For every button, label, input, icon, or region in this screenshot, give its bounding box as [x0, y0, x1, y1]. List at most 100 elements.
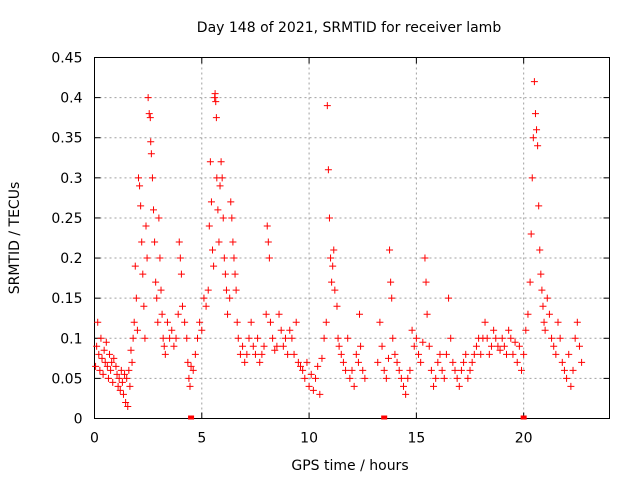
data-point — [573, 318, 581, 326]
data-point — [122, 398, 130, 406]
data-point — [231, 270, 239, 278]
data-point — [380, 366, 388, 374]
data-point — [400, 382, 407, 390]
data-point — [323, 102, 331, 110]
data-point — [155, 214, 163, 222]
data-point — [402, 390, 410, 398]
data-point — [166, 334, 174, 342]
data-point — [219, 214, 227, 222]
data-point — [176, 254, 184, 262]
data-point — [202, 302, 210, 310]
data-point — [95, 350, 103, 358]
data-point — [159, 334, 167, 342]
data-point — [130, 318, 138, 326]
data-point — [102, 338, 110, 346]
data-point — [132, 294, 140, 302]
data-point — [115, 374, 123, 382]
data-point — [147, 150, 155, 158]
data-point — [453, 374, 461, 382]
data-point — [228, 214, 236, 222]
data-point — [205, 222, 213, 230]
data-point — [509, 350, 517, 358]
data-point — [477, 350, 485, 358]
data-point — [117, 366, 125, 374]
x-axis-label: GPS time / hours — [291, 458, 408, 474]
y-tick-label: 0.2 — [60, 251, 82, 267]
data-point — [393, 358, 401, 366]
data-point — [286, 326, 294, 334]
data-point — [515, 342, 523, 350]
data-point — [101, 358, 109, 366]
data-point — [277, 326, 285, 334]
axis-gap-marker — [520, 415, 527, 420]
data-point — [100, 346, 108, 354]
data-point — [550, 342, 558, 350]
x-tick-label: 15 — [407, 431, 425, 447]
data-point — [442, 350, 450, 358]
data-point — [93, 342, 101, 350]
data-point — [210, 262, 218, 270]
data-point — [565, 350, 573, 358]
data-point — [215, 238, 223, 246]
data-point — [245, 334, 253, 342]
data-point — [440, 374, 448, 382]
data-point — [537, 270, 545, 278]
data-point — [139, 270, 147, 278]
data-point — [464, 374, 472, 382]
data-point — [339, 358, 347, 366]
data-point — [204, 286, 212, 294]
data-point — [333, 302, 341, 310]
data-point — [126, 382, 134, 390]
chart-title: Day 148 of 2021, SRMTID for receiver lam… — [197, 20, 502, 36]
data-point — [218, 174, 226, 182]
data-point — [359, 366, 367, 374]
data-point — [141, 334, 149, 342]
data-point — [352, 350, 360, 358]
data-point — [470, 350, 478, 358]
data-point — [408, 326, 416, 334]
data-point — [97, 334, 105, 342]
data-point — [391, 350, 399, 358]
data-point — [254, 334, 262, 342]
data-point — [535, 202, 543, 210]
x-tick-label: 10 — [300, 431, 318, 447]
data-point — [243, 350, 251, 358]
data-point — [438, 366, 446, 374]
data-point — [264, 238, 272, 246]
data-point — [181, 318, 189, 326]
data-point — [545, 310, 553, 318]
data-point — [211, 90, 219, 98]
data-point — [540, 318, 548, 326]
data-point — [427, 366, 435, 374]
y-tick-label: 0.1 — [60, 331, 82, 347]
data-point — [334, 334, 342, 342]
data-point — [548, 334, 556, 342]
data-point — [536, 246, 544, 254]
data-point — [322, 318, 330, 326]
data-point — [161, 350, 169, 358]
data-point — [425, 342, 433, 350]
data-point — [183, 334, 191, 342]
data-point — [230, 254, 238, 262]
data-point — [466, 366, 474, 374]
data-point — [389, 334, 397, 342]
data-point — [172, 334, 180, 342]
data-point — [558, 358, 566, 366]
data-point — [104, 374, 112, 382]
y-tick-label: 0.25 — [51, 211, 82, 227]
plot-frame — [94, 57, 610, 419]
data-point — [342, 366, 350, 374]
data-point — [397, 374, 405, 382]
data-point — [571, 334, 579, 342]
data-point — [430, 382, 438, 390]
data-point — [348, 366, 356, 374]
data-point — [404, 374, 412, 382]
data-point — [186, 382, 194, 390]
data-point — [212, 114, 220, 122]
data-point — [500, 342, 508, 350]
data-point — [118, 378, 126, 386]
data-point — [575, 342, 583, 350]
data-point — [354, 358, 362, 366]
data-point — [331, 286, 339, 294]
data-point — [422, 278, 430, 286]
